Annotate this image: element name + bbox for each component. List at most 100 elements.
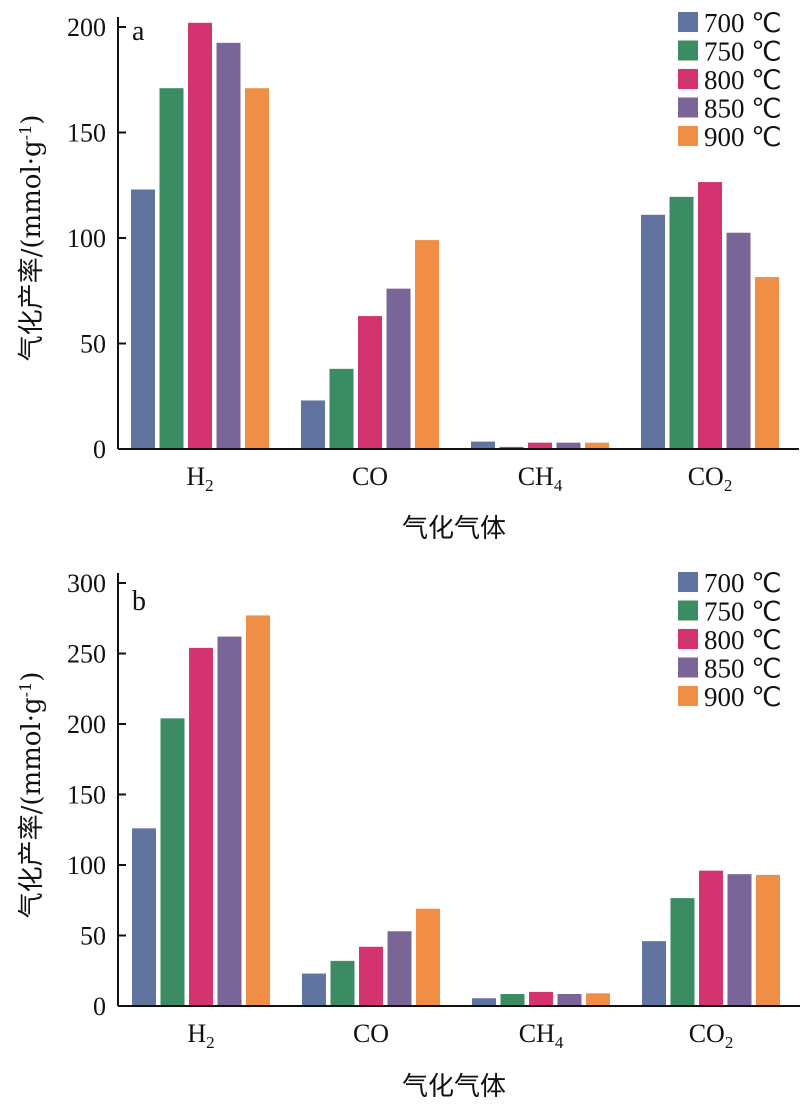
bar-co-750: [329, 368, 354, 449]
bar-co2-700: [641, 214, 665, 449]
bar-co-800: [358, 316, 382, 449]
bar-ch4-800: [529, 991, 553, 1006]
legend-swatch-800: [678, 69, 698, 89]
bar-h2-750: [159, 88, 184, 449]
legend-swatch-700: [678, 12, 698, 32]
legend-swatch-900: [678, 686, 698, 706]
x-tick-label-ch4: CH4: [518, 462, 563, 495]
legend-label-900: 900 ℃: [704, 682, 782, 712]
bar-h2-800: [189, 647, 213, 1006]
y-tick-label: 50: [80, 330, 106, 359]
y-axis-title-main: 气化产率/(mmol·g: [17, 140, 47, 361]
legend-label-900: 900 ℃: [704, 122, 782, 152]
bar-h2-800: [188, 22, 212, 450]
y-tick-label: 200: [67, 13, 106, 42]
x-tick-subscript: 2: [205, 476, 214, 495]
y-tick-label: 150: [67, 119, 106, 148]
bar-h2-850: [217, 636, 242, 1006]
bar-ch4-800: [528, 442, 552, 449]
bar-co-750: [330, 960, 355, 1006]
bar-ch4-750: [500, 994, 525, 1006]
y-axis-title-main: 气化产率/(mmol·g: [17, 697, 47, 918]
y-tick-label: 150: [67, 781, 106, 810]
bar-ch4-700: [471, 441, 495, 449]
bar-co2-900: [756, 874, 780, 1006]
y-axis-title-sup: -1: [16, 682, 35, 698]
bar-co-700: [302, 973, 326, 1006]
bar-co2-850: [727, 874, 752, 1006]
legend-swatch-700: [678, 572, 698, 592]
x-tick-base: CH: [519, 1019, 555, 1048]
bar-co2-900: [755, 277, 779, 449]
bar-h2-900: [246, 615, 270, 1006]
legend-label-800: 800 ℃: [704, 625, 782, 655]
x-tick-subscript: 4: [555, 1033, 564, 1052]
x-tick-label-co: CO: [353, 1019, 389, 1048]
y-axis-title-sup: -1: [16, 125, 35, 141]
bar-ch4-750: [499, 446, 524, 449]
bar-co2-850: [726, 232, 751, 449]
legend-label-700: 700 ℃: [704, 8, 782, 38]
bar-ch4-700: [472, 998, 496, 1006]
x-tick-label-co2: CO2: [688, 462, 733, 495]
y-tick-label: 100: [67, 224, 106, 253]
legend-swatch-800: [678, 629, 698, 649]
legend-swatch-850: [678, 97, 698, 118]
x-tick-base: CO: [353, 1019, 389, 1048]
x-tick-base: CO: [352, 462, 388, 491]
legend-label-700: 700 ℃: [704, 568, 782, 598]
legend-label-850: 850 ℃: [704, 94, 782, 124]
bar-co-850: [386, 288, 411, 449]
panel-label: b: [132, 586, 146, 617]
bar-co2-700: [642, 941, 666, 1006]
legend-label-750: 750 ℃: [704, 597, 782, 627]
bar-h2-850: [216, 42, 241, 449]
y-axis-title-end: ): [17, 672, 47, 682]
x-tick-base: H: [186, 462, 205, 491]
bar-co-900: [415, 240, 439, 449]
x-tick-subscript: 4: [554, 476, 563, 495]
legend-label-750: 750 ℃: [704, 37, 782, 67]
x-tick-label-h2: H2: [186, 462, 213, 495]
x-tick-base: CO: [689, 1019, 725, 1048]
bar-co-700: [301, 400, 325, 449]
legend-swatch-750: [678, 40, 698, 61]
y-axis-title: 气化产率/(mmol·g-1): [16, 672, 47, 919]
bar-ch4-850: [556, 442, 581, 449]
y-tick-label: 300: [67, 569, 106, 598]
bar-co2-750: [669, 196, 694, 449]
bar-co2-800: [698, 182, 722, 449]
bar-co-900: [416, 908, 440, 1006]
bar-co2-800: [699, 870, 723, 1006]
y-tick-label: 50: [80, 922, 106, 951]
bar-h2-700: [132, 828, 156, 1006]
bar-co-800: [359, 946, 383, 1006]
legend-swatch-850: [678, 657, 698, 678]
bar-h2-900: [245, 88, 269, 449]
bar-co-850: [387, 931, 412, 1006]
legend-swatch-750: [678, 600, 698, 621]
y-tick-label: 250: [67, 640, 106, 669]
y-tick-label: 0: [93, 435, 106, 464]
x-tick-subscript: 2: [206, 1033, 215, 1052]
y-tick-label: 200: [67, 710, 106, 739]
bar-ch4-850: [557, 994, 582, 1006]
bar-co2-750: [670, 898, 695, 1006]
x-tick-label-ch4: CH4: [519, 1019, 564, 1052]
bar-h2-700: [131, 189, 155, 449]
y-axis-title: 气化产率/(mmol·g-1): [16, 115, 47, 362]
bar-ch4-900: [586, 993, 610, 1006]
legend-swatch-900: [678, 126, 698, 146]
panel-label: a: [132, 16, 145, 47]
bar-ch4-900: [585, 442, 609, 449]
y-tick-label: 100: [67, 851, 106, 880]
x-tick-base: CH: [518, 462, 554, 491]
legend-label-800: 800 ℃: [704, 65, 782, 95]
bar-h2-750: [160, 718, 185, 1006]
x-tick-base: CO: [688, 462, 724, 491]
